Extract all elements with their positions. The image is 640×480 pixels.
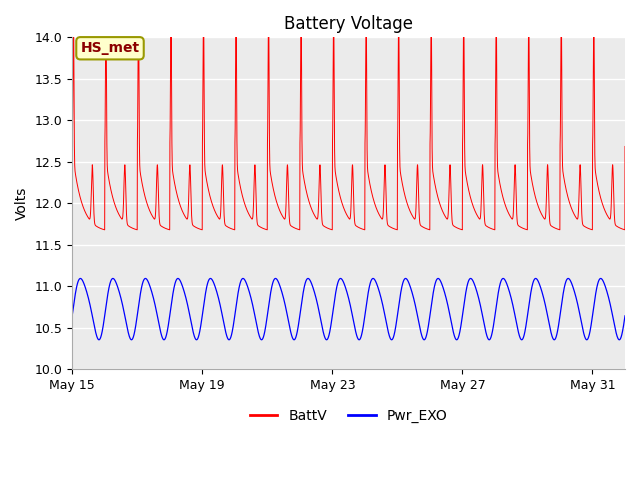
- Text: HS_met: HS_met: [81, 41, 140, 55]
- Line: BattV: BattV: [72, 2, 625, 230]
- Pwr_EXO: [428, 299, 436, 305]
- BattV: [68, 144, 76, 149]
- BattV: [481, 220, 489, 226]
- BattV: [169, 169, 177, 175]
- Pwr_EXO: [402, 276, 410, 281]
- Pwr_EXO: [68, 313, 76, 319]
- BattV: [621, 144, 629, 149]
- BattV: [101, 227, 109, 233]
- Y-axis label: Volts: Volts: [15, 187, 29, 220]
- Pwr_EXO: [400, 277, 408, 283]
- Pwr_EXO: [280, 295, 287, 300]
- Legend: BattV, Pwr_EXO: BattV, Pwr_EXO: [244, 403, 453, 429]
- Pwr_EXO: [169, 293, 177, 299]
- Pwr_EXO: [621, 313, 629, 319]
- Pwr_EXO: [481, 325, 489, 331]
- Pwr_EXO: [453, 337, 461, 343]
- Line: Pwr_EXO: Pwr_EXO: [72, 278, 625, 340]
- BattV: [428, 118, 436, 124]
- Pwr_EXO: [523, 317, 531, 323]
- Title: Battery Voltage: Battery Voltage: [284, 15, 413, 33]
- BattV: [280, 215, 287, 221]
- BattV: [400, 189, 408, 194]
- BattV: [265, 0, 273, 5]
- BattV: [523, 227, 531, 232]
